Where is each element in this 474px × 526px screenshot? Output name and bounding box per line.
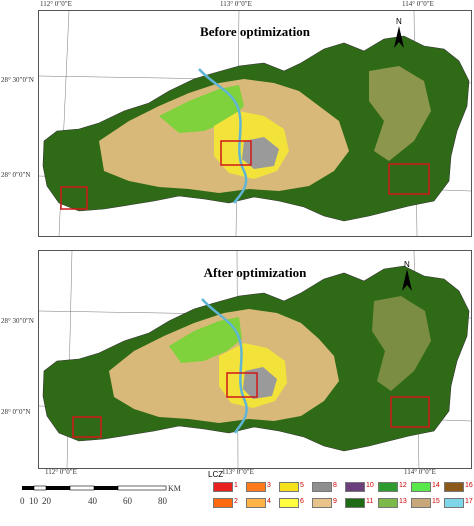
grass-zone-after bbox=[169, 317, 242, 363]
legend-label-2: 2 bbox=[234, 498, 238, 505]
highlight-box-west-before bbox=[60, 186, 88, 210]
highlight-box-west-after bbox=[72, 416, 102, 438]
builtup-zone-after bbox=[243, 367, 277, 399]
lon-label-bottom-1: 112° 0″0″E bbox=[45, 468, 77, 476]
legend-label-4: 4 bbox=[267, 498, 271, 505]
lon-label-bottom-3: 114° 0″0″E bbox=[404, 468, 436, 476]
legend: LCZ 1 2 3 4 5 6 8 9 10 11 12 13 14 15 16 17 bbox=[205, 470, 473, 525]
legend-swatch-5 bbox=[279, 482, 299, 492]
scale-seg-4 bbox=[69, 485, 95, 491]
legend-swatch-15 bbox=[411, 498, 431, 508]
lon-label-top-3: 114° 0″0″E bbox=[402, 0, 434, 8]
legend-label-17: 17 bbox=[465, 498, 473, 505]
scale-tick-10: 10 bbox=[29, 496, 38, 506]
legend-label-10: 10 bbox=[366, 482, 374, 489]
highlight-box-center-after bbox=[226, 372, 258, 398]
legend-swatch-1 bbox=[213, 482, 233, 492]
legend-title: LCZ bbox=[208, 470, 224, 479]
highlight-box-center-before bbox=[220, 140, 252, 166]
legend-label-9: 9 bbox=[333, 498, 337, 505]
scale-tick-0: 0 bbox=[20, 496, 25, 506]
legend-swatch-6 bbox=[279, 498, 299, 508]
legend-swatch-2 bbox=[213, 498, 233, 508]
scale-seg-5 bbox=[94, 486, 118, 490]
legend-label-5: 5 bbox=[300, 482, 304, 489]
lat-label-top-1: 28° 30″0″N bbox=[1, 76, 34, 84]
scale-seg-2 bbox=[33, 485, 47, 491]
map-before-svg bbox=[39, 11, 471, 236]
legend-swatch-14 bbox=[411, 482, 431, 492]
north-arrow-icon bbox=[402, 269, 412, 291]
legend-swatch-3 bbox=[246, 482, 266, 492]
scale-seg-3 bbox=[46, 486, 70, 490]
lon-label-top-2: 113° 0″0″E bbox=[220, 0, 252, 8]
scale-seg-1 bbox=[22, 486, 34, 490]
legend-label-8: 8 bbox=[333, 482, 337, 489]
legend-swatch-10 bbox=[345, 482, 365, 492]
legend-label-16: 16 bbox=[465, 482, 473, 489]
legend-swatch-4 bbox=[246, 498, 266, 508]
highlight-box-east-before bbox=[388, 163, 430, 195]
panel-title-before: Before optimization bbox=[200, 24, 310, 39]
lat-label-bottom-2: 28° 0″0″N bbox=[1, 408, 31, 416]
legend-swatch-12 bbox=[378, 482, 398, 492]
scale-seg-6 bbox=[117, 485, 167, 491]
legend-swatch-8 bbox=[312, 482, 332, 492]
north-label-before: N bbox=[396, 17, 402, 26]
legend-label-6: 6 bbox=[300, 498, 304, 505]
lat-label-top-2: 28° 0″0″N bbox=[1, 171, 31, 179]
lat-label-bottom-1: 28° 30″0″N bbox=[1, 317, 34, 325]
legend-swatch-13 bbox=[378, 498, 398, 508]
scale-tick-80: 80 bbox=[158, 496, 167, 506]
map-panel-after: After optimization N bbox=[38, 250, 472, 469]
east-mixed-zone-before bbox=[369, 66, 431, 161]
river-after bbox=[201, 298, 248, 434]
east-mixed-zone-after bbox=[372, 296, 431, 391]
lon-label-bottom-2: 113° 0″0″E bbox=[222, 468, 254, 476]
legend-label-11: 11 bbox=[366, 498, 374, 505]
legend-label-1: 1 bbox=[234, 482, 238, 489]
legend-label-15: 15 bbox=[432, 498, 440, 505]
legend-swatch-11 bbox=[345, 498, 365, 508]
scale-unit: KM bbox=[168, 484, 181, 493]
scale-bar: 0 10 20 40 60 80 KM bbox=[18, 478, 218, 518]
legend-label-3: 3 bbox=[267, 482, 271, 489]
map-panel-before: Before optimization N bbox=[38, 10, 472, 237]
lon-label-top-1: 112° 0″0″E bbox=[40, 0, 72, 8]
north-label-after: N bbox=[404, 260, 410, 269]
scale-tick-20: 20 bbox=[42, 496, 51, 506]
legend-swatch-9 bbox=[312, 498, 332, 508]
scale-tick-60: 60 bbox=[123, 496, 132, 506]
legend-label-12: 12 bbox=[399, 482, 407, 489]
panel-title-after: After optimization bbox=[203, 265, 307, 280]
north-arrow-icon bbox=[394, 26, 404, 48]
map-after-svg bbox=[39, 251, 471, 468]
legend-swatch-16 bbox=[444, 482, 464, 492]
highlight-box-east-after bbox=[390, 396, 430, 428]
legend-label-14: 14 bbox=[432, 482, 440, 489]
legend-swatch-17 bbox=[444, 498, 464, 508]
scale-tick-40: 40 bbox=[88, 496, 97, 506]
scale-bar-svg bbox=[22, 485, 167, 491]
legend-label-13: 13 bbox=[399, 498, 407, 505]
